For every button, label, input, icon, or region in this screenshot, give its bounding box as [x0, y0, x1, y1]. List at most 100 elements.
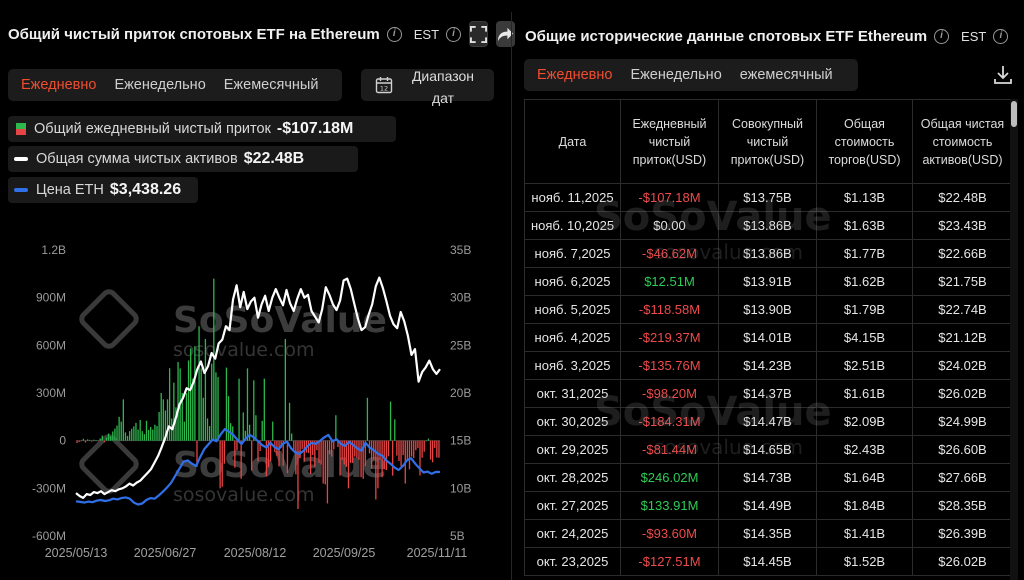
flow-bar — [192, 378, 194, 441]
flow-bar — [392, 440, 394, 476]
cell-net-assets: $23.43B — [912, 211, 1013, 240]
flow-bar — [120, 421, 122, 441]
fullscreen-button[interactable] — [469, 21, 489, 47]
table-row[interactable]: нояб. 11,2025 -$107.18M $13.75B $1.13B $22.4… — [524, 183, 1013, 212]
timezone-info-icon[interactable]: i — [446, 26, 462, 42]
flow-bar — [78, 440, 80, 442]
flow-bar — [318, 440, 320, 463]
flow-bar — [101, 435, 103, 441]
flow-bar — [206, 418, 209, 441]
table-row[interactable]: окт. 27,2025 $133.91M $14.49B $1.84B $28.35B — [524, 491, 1013, 520]
timezone-info-icon[interactable]: i — [993, 28, 1009, 44]
legend-net-assets[interactable]: Общая сумма чистых активов $22.48B — [8, 146, 358, 172]
timezone-label: EST — [961, 28, 987, 44]
download-icon[interactable] — [992, 64, 1014, 86]
cell-date: окт. 28,2025 — [524, 463, 621, 492]
flow-bar — [114, 428, 116, 441]
tab-weekly[interactable]: Еженедельно — [630, 67, 722, 83]
flow-bar — [126, 435, 129, 441]
table-row[interactable]: нояб. 6,2025 $12.51M $13.91B $1.62B $21.75B — [524, 267, 1013, 296]
flow-bar — [139, 420, 141, 441]
flow-bar — [236, 440, 238, 451]
history-table-container[interactable]: Дата Ежедневный чистый приток(USD) Совок… — [524, 99, 1018, 580]
scrollbar-thumb[interactable] — [1011, 101, 1017, 127]
flow-bar — [190, 348, 192, 441]
chart-watermark: SoSoValuesosovalue.comSoSoValuesosovalue… — [79, 289, 387, 506]
y-tick-left: -600M — [32, 529, 66, 543]
table-row[interactable]: окт. 29,2025 -$81.44M $14.65B $2.43B $26.60B — [524, 435, 1013, 464]
table-row[interactable]: нояб. 4,2025 -$219.37M $14.01B $4.15B $21.12… — [524, 323, 1013, 352]
y-tick-left: 300M — [36, 386, 66, 400]
legend-value: $22.48B — [243, 150, 305, 167]
flow-bar — [431, 440, 434, 463]
flow-bar — [208, 426, 211, 441]
tab-monthly[interactable]: Ежемесячный — [223, 77, 319, 93]
table-row[interactable]: окт. 31,2025 -$98.20M $14.37B $1.61B $26.02B — [524, 379, 1013, 408]
flow-bar — [291, 433, 293, 441]
tab-monthly[interactable]: ежемесячный — [739, 67, 833, 83]
cell-date: окт. 27,2025 — [524, 491, 621, 520]
flow-bar — [299, 440, 301, 459]
cell-cumulative-inflow: $14.23B — [718, 351, 817, 380]
column-header-date[interactable]: Дата — [524, 99, 621, 184]
flow-bar — [314, 440, 316, 467]
cell-daily-inflow: -$98.20M — [620, 379, 719, 408]
flow-bar — [267, 440, 270, 468]
cell-cumulative-inflow: $14.45B — [718, 547, 817, 576]
flow-bar — [366, 397, 369, 441]
table-row[interactable]: окт. 28,2025 $246.02M $14.73B $1.64B $27.66B — [524, 463, 1013, 492]
column-header-net-assets[interactable]: Общая чистая стоимость активов(USD) — [912, 99, 1013, 184]
cell-date: окт. 30,2025 — [524, 407, 621, 436]
tab-daily[interactable]: Ежедневно — [537, 67, 613, 83]
cell-trading-value: $1.63B — [816, 211, 913, 240]
flow-bar — [99, 438, 101, 441]
share-button[interactable] — [496, 21, 516, 47]
column-header-daily-inflow[interactable]: Ежедневный чистый приток(USD) — [620, 99, 719, 184]
history-header: Общие исторические данные спотовых ETF E… — [525, 24, 1009, 48]
flow-bar — [295, 440, 297, 475]
flow-bar — [415, 440, 417, 451]
table-scrollbar[interactable] — [1010, 99, 1018, 580]
flow-bar — [326, 440, 329, 504]
date-range-button[interactable]: 12 Диапазон дат — [361, 68, 494, 106]
info-icon[interactable]: i — [386, 26, 402, 42]
cell-trading-value: $1.64B — [816, 463, 913, 492]
legend-daily-inflow[interactable]: Общий ежедневный чистый приток -$107.18M — [8, 116, 396, 142]
table-row[interactable]: окт. 30,2025 -$184.31M $14.47B $2.09B $24.99… — [524, 407, 1013, 436]
flow-bar — [219, 440, 221, 489]
watermark-url: sosovalue.com — [173, 484, 315, 506]
cell-daily-inflow: $246.02M — [620, 463, 719, 492]
x-tick: 2025/09/25 — [313, 546, 376, 560]
table-row[interactable]: нояб. 10,2025 $0.00 $13.86B $1.63B $23.43B — [524, 211, 1013, 240]
flow-bar — [349, 440, 352, 463]
flow-bar — [419, 440, 421, 476]
legend-eth-price[interactable]: Цена ETH $3,438.26 — [8, 177, 198, 203]
flow-bar — [328, 440, 331, 455]
table-row[interactable]: нояб. 5,2025 -$118.58M $13.90B $1.79B $22.74… — [524, 295, 1013, 324]
watermark-url: sosovalue.com — [173, 339, 315, 361]
flow-bar — [164, 410, 167, 441]
info-icon[interactable]: i — [934, 28, 950, 44]
flow-bar — [312, 440, 314, 455]
column-header-cumulative-inflow[interactable]: Совокупный чистый приток(USD) — [718, 99, 817, 184]
table-row[interactable]: нояб. 3,2025 -$135.76M $14.23B $2.51B $24.02… — [524, 351, 1013, 380]
flow-bar — [213, 278, 215, 441]
flow-bar — [320, 440, 322, 465]
flow-bar — [160, 393, 162, 441]
table-row[interactable]: окт. 23,2025 -$127.51M $14.45B $1.52B $26.02… — [524, 547, 1013, 576]
table-row[interactable]: нояб. 7,2025 -$46.62M $13.86B $1.77B $22.66B — [524, 239, 1013, 268]
eth-price-line — [75, 428, 441, 506]
flow-bar — [251, 440, 253, 471]
flow-bar — [335, 415, 337, 441]
history-table: Дата Ежедневный чистый приток(USD) Совок… — [524, 99, 1013, 576]
flow-bar — [95, 440, 97, 441]
flow-bar — [154, 424, 156, 441]
svg-text:12: 12 — [380, 85, 388, 93]
tab-weekly[interactable]: Еженедельно — [114, 77, 206, 93]
column-header-trading-value[interactable]: Общая стоимость торгов(USD) — [816, 99, 913, 184]
cell-trading-value: $2.43B — [816, 435, 913, 464]
flow-bar — [347, 440, 350, 489]
tab-daily[interactable]: Ежедневно — [21, 77, 97, 93]
table-row[interactable]: окт. 24,2025 -$93.60M $14.35B $1.41B $26.39B — [524, 519, 1013, 548]
inflow-chart[interactable]: SoSoValuesosovalue.comSoSoValuesosovalue… — [0, 230, 510, 580]
